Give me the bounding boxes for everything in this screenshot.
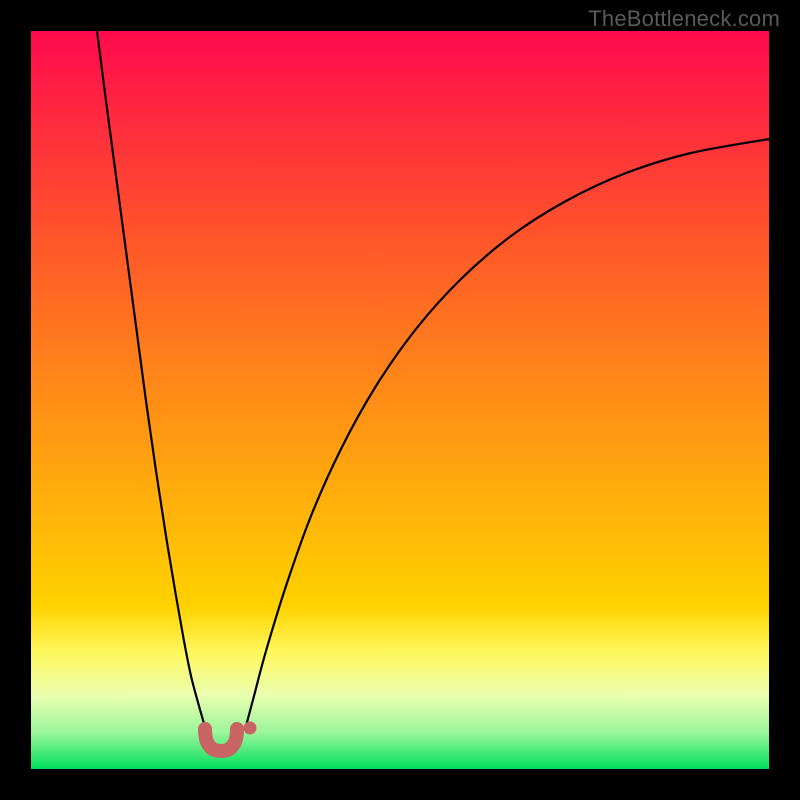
curve-right <box>246 139 769 726</box>
plot-area <box>31 31 769 769</box>
curves-svg <box>31 31 769 769</box>
curve-left <box>97 31 205 727</box>
chart-frame: TheBottleneck.com <box>0 0 800 800</box>
watermark-text: TheBottleneck.com <box>588 6 780 32</box>
valley-u-marker <box>205 729 237 751</box>
valley-dot-marker <box>244 722 257 735</box>
